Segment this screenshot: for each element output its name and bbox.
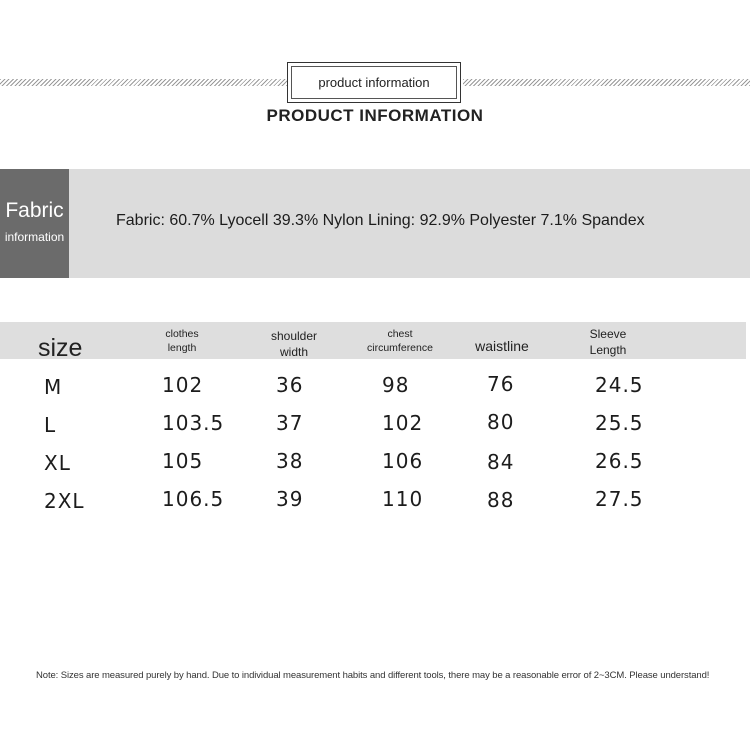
cell-chest: 110 [382,487,424,511]
fabric-description: Fabric: 60.7% Lyocell 39.3% Nylon Lining… [116,212,645,229]
cell-size: 2XL [44,489,85,513]
measurement-note: Note: Sizes are measured purely by hand.… [36,670,710,681]
cell-sleeve-length: 27.5 [595,487,644,511]
fabric-tag-subtitle: information [4,230,65,244]
header-clothes-length-line1: clothes [165,328,199,340]
cell-waistline: 88 [487,488,515,512]
cell-chest: 106 [382,449,424,473]
boxed-title-frame: product information [287,62,461,103]
page-title: PRODUCT INFORMATION [266,106,484,125]
cell-shoulder-width: 39 [276,487,304,511]
header-waistline: waistline [475,338,529,354]
header-chest-line1: chest [387,328,413,340]
cell-waistline: 84 [487,450,515,474]
cell-clothes-length: 102 [162,373,204,397]
cell-shoulder-width: 37 [276,411,304,435]
cell-clothes-length: 106.5 [162,487,225,511]
fabric-tag-title: Fabric [5,199,64,222]
header-shoulder-width-line2: width [279,345,308,360]
cell-clothes-length: 105 [162,449,204,473]
cell-waistline: 80 [487,410,515,434]
cell-waistline: 76 [487,372,515,396]
header-sleeve-length-line2: Length [589,343,627,358]
header-hatch-right [463,79,750,86]
header-shoulder-width: shoulder width [266,328,322,360]
header-hatch-left [0,79,287,86]
cell-sleeve-length: 25.5 [595,411,644,435]
header-clothes-length-line2: length [167,342,197,355]
header-chest-circumference: chest circumference [362,327,438,355]
boxed-title: product information [291,66,457,99]
header-chest-line2: circumference [367,342,433,355]
cell-size: M [44,375,63,399]
header-clothes-length: clothes length [158,327,206,355]
cell-shoulder-width: 36 [276,373,304,397]
cell-shoulder-width: 38 [276,449,304,473]
cell-chest: 102 [382,411,424,435]
cell-chest: 98 [382,373,410,397]
cell-clothes-length: 103.5 [162,411,225,435]
fabric-section: Fabric information Fabric: 60.7% Lyocell… [0,169,750,278]
cell-sleeve-length: 24.5 [595,373,644,397]
header-sleeve-length-line1: Sleeve [589,327,627,341]
cell-size: XL [44,451,71,475]
size-table-header [0,322,746,359]
header-size: size [38,334,83,362]
cell-sleeve-length: 26.5 [595,449,644,473]
header-sleeve-length: Sleeve Length [582,326,634,358]
header-shoulder-width-line1: shoulder [270,329,318,343]
cell-size: L [44,413,57,437]
fabric-tag: Fabric information [0,169,69,278]
